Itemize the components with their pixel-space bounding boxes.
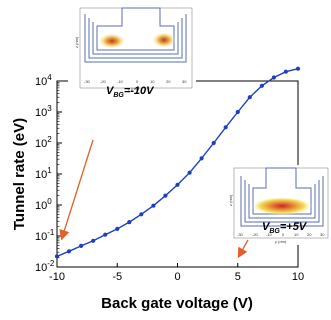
inset-bottom-x-label: y (nm) [275, 239, 287, 244]
svg-text:0: 0 [136, 79, 139, 84]
y-tick-label: 10-1 [35, 228, 55, 243]
data-point [259, 83, 264, 88]
inset-bottom-y-label: z (nm) [228, 194, 233, 206]
svg-text:30: 30 [320, 232, 325, 237]
data-point [103, 232, 108, 237]
data-point [235, 109, 240, 115]
series-points [54, 66, 301, 259]
y-tick-label: 102 [35, 135, 52, 150]
data-point [199, 156, 204, 161]
y-tick-label: 103 [35, 104, 52, 119]
annotation-arrow-right [237, 239, 249, 259]
svg-text:-20: -20 [252, 232, 259, 237]
y-tick-label: 104 [35, 73, 52, 88]
data-point [283, 69, 288, 74]
data-point [115, 226, 120, 231]
data-point [66, 249, 72, 254]
svg-text:-10: -10 [117, 79, 124, 84]
x-tick-label: 0 [174, 271, 180, 283]
x-tick-marks: -10 -5 0 5 10 [49, 263, 304, 283]
svg-text:10: 10 [294, 232, 299, 237]
svg-text:-30: -30 [237, 232, 244, 237]
svg-text:30: 30 [182, 79, 187, 84]
svg-text:10: 10 [150, 79, 155, 84]
data-point [295, 66, 301, 71]
data-point [54, 254, 60, 259]
x-tick-label: -10 [49, 271, 65, 283]
data-point [211, 140, 216, 146]
data-point [175, 182, 180, 187]
x-tick-label: 5 [235, 271, 241, 283]
y-axis-title: Tunnel rate (eV) [11, 118, 28, 230]
inset-top-label: VBG=-10V [106, 85, 155, 99]
svg-text:-10: -10 [266, 232, 273, 237]
svg-text:-20: -20 [100, 79, 107, 84]
data-point [247, 95, 252, 100]
data-point [271, 75, 276, 80]
annotation-arrow-left [59, 139, 94, 241]
data-point [79, 243, 84, 248]
svg-text:-30: -30 [84, 79, 91, 84]
data-point [187, 170, 192, 175]
svg-text:0: 0 [282, 232, 285, 237]
data-point [91, 238, 96, 243]
x-axis-title: Back gate voltage (V) [101, 295, 253, 312]
inset-potential-map-top: -30 -20 -10 0 10 20 30 y (nm) z (nm) VBG=-10V [68, 3, 196, 99]
x-tick-label: -5 [112, 271, 122, 283]
inset-top-x-label: y (nm) [128, 86, 140, 91]
svg-text:20: 20 [307, 232, 312, 237]
data-point [127, 220, 132, 225]
svg-text:20: 20 [166, 79, 171, 84]
data-point [151, 203, 156, 208]
data-point [223, 125, 228, 130]
inset-potential-map-bottom: -30 -20 -10 0 10 20 30 y (nm) z (nm) VBG=+5V [224, 165, 330, 245]
inset-bottom-label: VBG=+5V [262, 221, 308, 235]
inset-top-y-label: z (nm) [74, 36, 79, 48]
y-tick-label: 100 [35, 197, 52, 212]
y-tick-marks: 10-2 10-1 100 101 102 103 104 [35, 73, 62, 274]
x-tick-label: 10 [292, 271, 304, 283]
data-point [139, 212, 144, 217]
data-point [163, 193, 168, 198]
y-tick-label: 101 [35, 166, 52, 181]
y-tick-label: 10-2 [35, 259, 55, 274]
